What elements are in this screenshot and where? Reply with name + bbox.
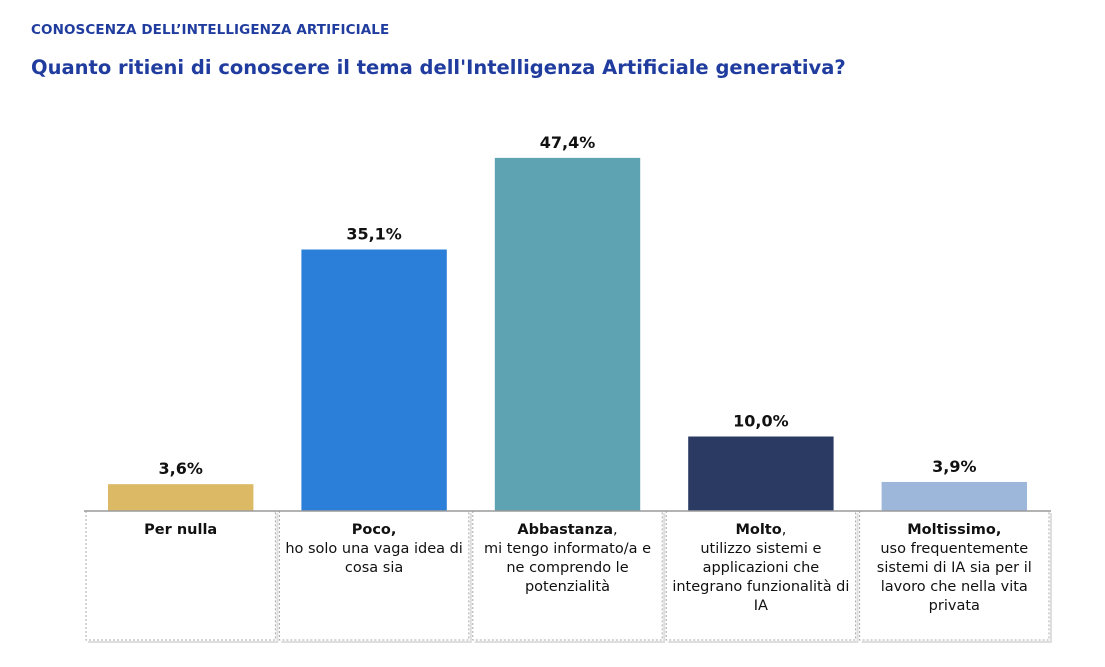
category-frame-shadow-5	[861, 513, 1052, 643]
value-label-4: 10,0%	[733, 412, 789, 431]
category-name: Moltissimo,	[907, 522, 1002, 538]
category-name: Poco,	[351, 522, 397, 538]
category-description: utilizzo sistemi e applicazioni che inte…	[672, 541, 850, 614]
value-labels-group: 3,6% 35,1% 47,4% 10,0% 3,9%	[159, 133, 977, 478]
value-label-5: 3,9%	[932, 457, 976, 476]
category-description: mi tengo informato/a e ne comprendo le p…	[483, 541, 651, 595]
bar-1	[108, 484, 254, 511]
category-label-3: Abbastanza, mi tengo informato/a e ne com…	[475, 518, 660, 597]
bar-3	[494, 157, 641, 511]
category-label-5: Moltissimo, uso frequentemente sistemi di…	[862, 518, 1047, 616]
bar-2	[301, 249, 447, 511]
category-frame-4	[665, 511, 857, 641]
category-frame-shadow-2	[281, 513, 472, 643]
category-frame-2	[278, 511, 470, 641]
category-frame-shadow-4	[668, 513, 859, 643]
category-description: uso frequentemente sistemi di IA sia per…	[876, 541, 1032, 614]
category-frame-shadow-1	[88, 513, 279, 643]
category-frames-group	[85, 511, 1052, 643]
category-frame-5	[859, 511, 1050, 641]
category-frame-3	[472, 511, 663, 641]
bars-group	[108, 157, 1027, 511]
bar-5	[881, 481, 1027, 511]
category-label-4: Molto, utilizzo sistemi e applicazioni ch…	[668, 518, 853, 616]
category-frame-1	[85, 511, 276, 641]
value-label-3: 47,4%	[540, 133, 596, 152]
category-name: Abbastanza,	[517, 522, 618, 538]
bar-4	[688, 436, 834, 511]
value-label-2: 35,1%	[346, 225, 402, 244]
chart-kicker: CONOSCENZA DELL’INTELLIGENZA ARTIFICIALE	[31, 22, 390, 38]
category-name: Molto,	[735, 522, 787, 538]
category-name: Per nulla	[144, 522, 218, 538]
category-description: ho solo una vaga idea di cosa sia	[285, 541, 463, 576]
category-label-2: Poco, ho solo una vaga idea di cosa sia	[281, 518, 466, 578]
value-label-1: 3,6%	[159, 459, 203, 478]
chart-title: Quanto ritieni di conoscere il tema dell…	[31, 56, 846, 79]
category-label-1: Per nulla	[88, 518, 273, 540]
category-frame-shadow-3	[474, 513, 666, 643]
